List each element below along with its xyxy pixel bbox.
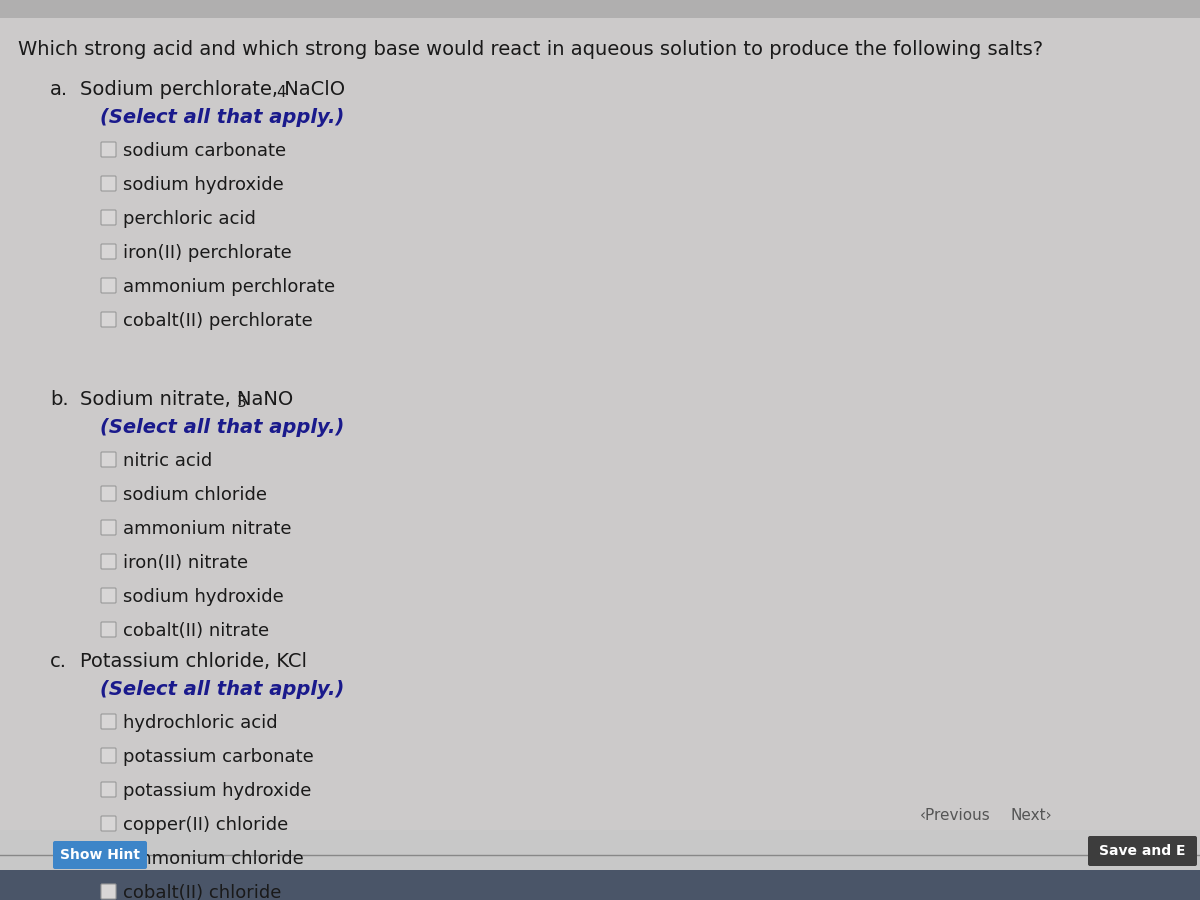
FancyBboxPatch shape (101, 486, 116, 501)
Text: sodium hydroxide: sodium hydroxide (124, 176, 283, 194)
Text: ammonium perchlorate: ammonium perchlorate (124, 278, 335, 296)
Text: Next›: Next› (1010, 808, 1051, 823)
Text: a.: a. (50, 80, 68, 99)
Text: perchloric acid: perchloric acid (124, 210, 256, 228)
FancyBboxPatch shape (101, 278, 116, 293)
Text: sodium hydroxide: sodium hydroxide (124, 588, 283, 606)
FancyBboxPatch shape (101, 176, 116, 191)
Text: iron(II) nitrate: iron(II) nitrate (124, 554, 248, 572)
FancyBboxPatch shape (53, 841, 148, 869)
FancyBboxPatch shape (101, 210, 116, 225)
Text: ammonium chloride: ammonium chloride (124, 850, 304, 868)
Text: cobalt(II) perchlorate: cobalt(II) perchlorate (124, 312, 313, 330)
Text: Save and E: Save and E (1099, 844, 1186, 858)
FancyBboxPatch shape (101, 748, 116, 763)
Text: potassium carbonate: potassium carbonate (124, 748, 313, 766)
FancyBboxPatch shape (101, 884, 116, 899)
FancyBboxPatch shape (101, 816, 116, 831)
Text: b.: b. (50, 390, 68, 409)
FancyBboxPatch shape (101, 622, 116, 637)
Text: cobalt(II) chloride: cobalt(II) chloride (124, 884, 281, 900)
FancyBboxPatch shape (101, 142, 116, 157)
Text: sodium carbonate: sodium carbonate (124, 142, 286, 160)
FancyBboxPatch shape (101, 452, 116, 467)
Bar (0, 830, 1200, 900)
Text: hydrochloric acid: hydrochloric acid (124, 714, 277, 732)
Text: Which strong acid and which strong base would react in aqueous solution to produ: Which strong acid and which strong base … (18, 40, 1043, 59)
Bar (0, 870, 1200, 900)
Text: potassium hydroxide: potassium hydroxide (124, 782, 311, 800)
FancyBboxPatch shape (101, 782, 116, 797)
Text: (Select all that apply.): (Select all that apply.) (100, 680, 344, 699)
Text: nitric acid: nitric acid (124, 452, 212, 470)
Text: cobalt(II) nitrate: cobalt(II) nitrate (124, 622, 269, 640)
Text: Potassium chloride, KCl: Potassium chloride, KCl (80, 652, 307, 671)
Text: ‹Previous: ‹Previous (920, 808, 991, 823)
Text: iron(II) perchlorate: iron(II) perchlorate (124, 244, 292, 262)
Text: 4: 4 (276, 85, 286, 100)
Bar (0, 0, 1200, 18)
FancyBboxPatch shape (101, 714, 116, 729)
Text: 3: 3 (238, 395, 247, 410)
Text: (Select all that apply.): (Select all that apply.) (100, 108, 344, 127)
FancyBboxPatch shape (101, 312, 116, 327)
Text: sodium chloride: sodium chloride (124, 486, 266, 504)
Text: ammonium nitrate: ammonium nitrate (124, 520, 292, 538)
FancyBboxPatch shape (101, 244, 116, 259)
FancyBboxPatch shape (1088, 836, 1198, 866)
Text: Show Hint: Show Hint (60, 848, 140, 862)
FancyBboxPatch shape (101, 554, 116, 569)
FancyBboxPatch shape (101, 850, 116, 865)
Text: c.: c. (50, 652, 67, 671)
FancyBboxPatch shape (101, 520, 116, 535)
Text: (Select all that apply.): (Select all that apply.) (100, 418, 344, 437)
Text: copper(II) chloride: copper(II) chloride (124, 816, 288, 834)
FancyBboxPatch shape (101, 588, 116, 603)
Text: Sodium nitrate, NaNO: Sodium nitrate, NaNO (80, 390, 293, 409)
Text: Sodium perchlorate, NaClO: Sodium perchlorate, NaClO (80, 80, 346, 99)
